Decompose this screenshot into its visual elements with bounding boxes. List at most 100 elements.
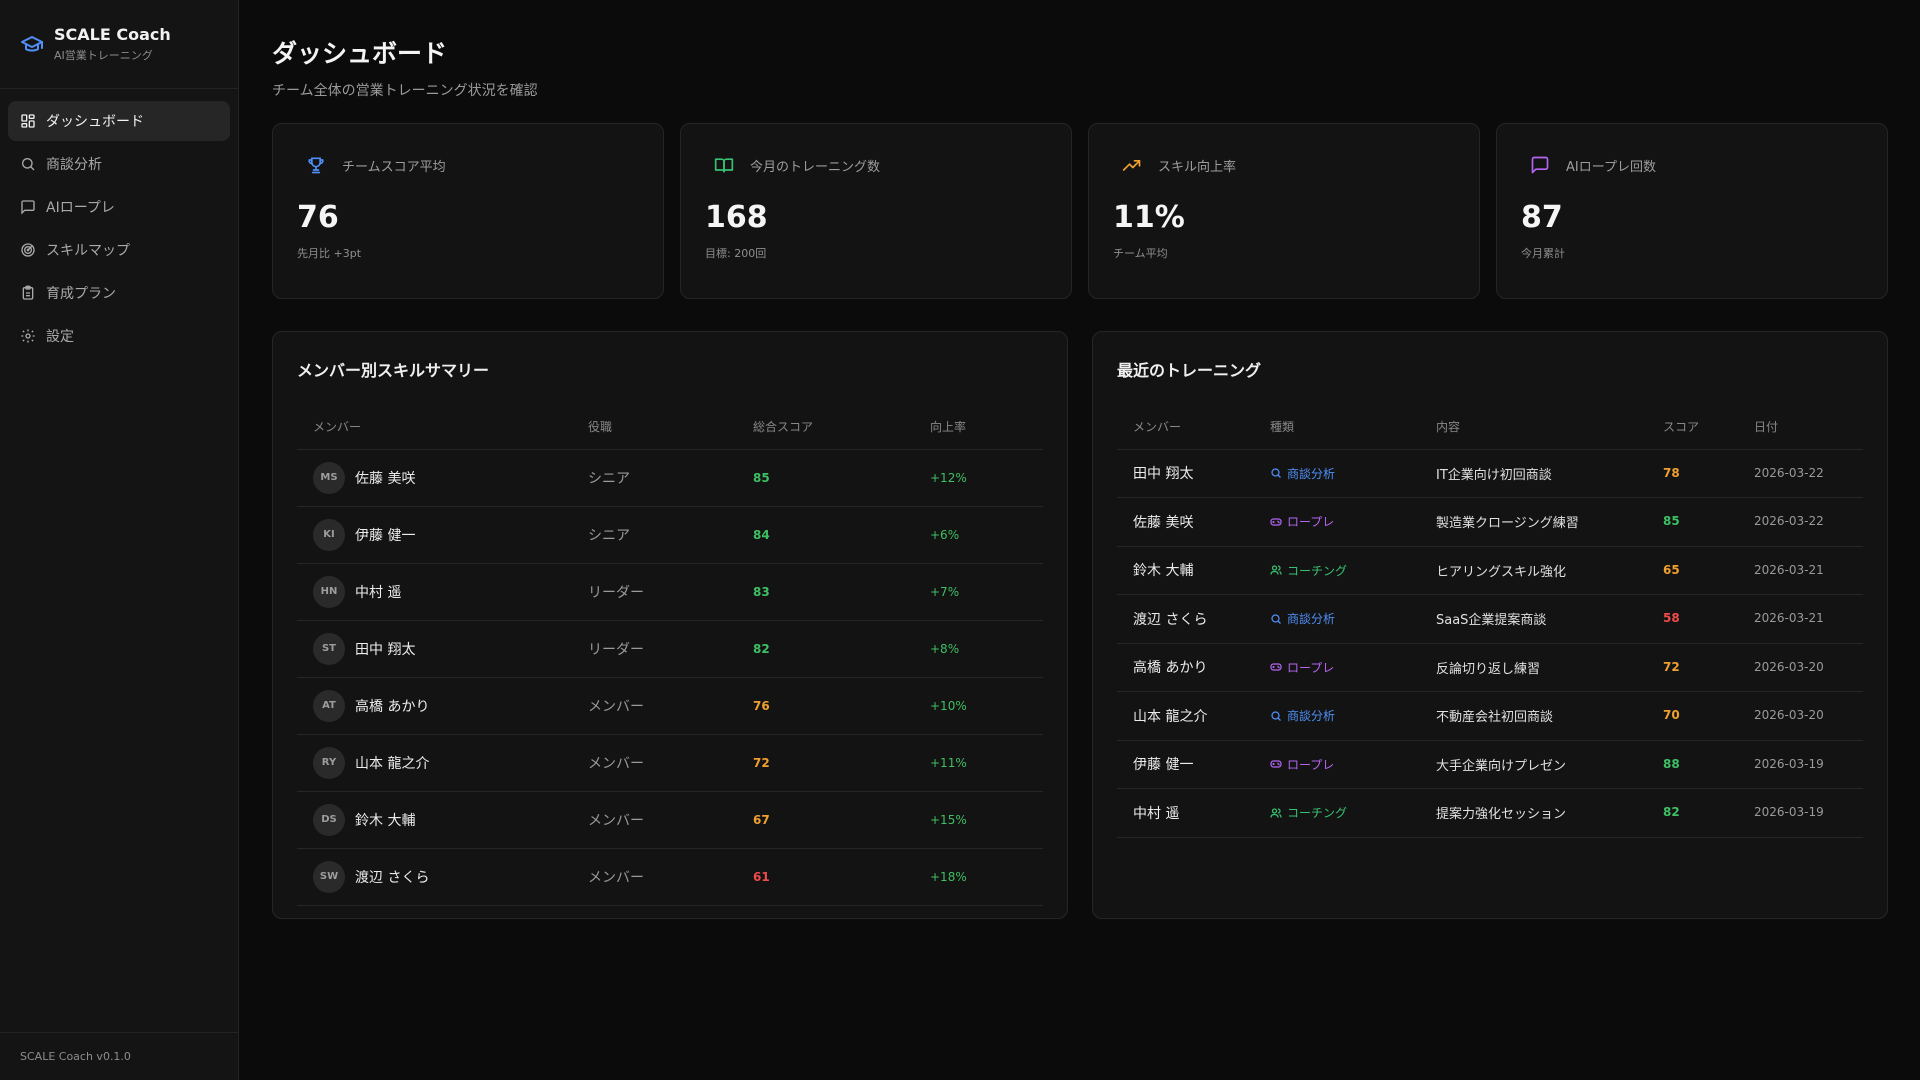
table-row[interactable]: 田中 翔太 商談分析 IT企業向け初回商談 78 2026-03-22 [1117, 449, 1863, 498]
table-row[interactable]: 中村 遥 コーチング 提案力強化セッション 82 2026-03-19 [1117, 788, 1863, 838]
stat-label: AIロープレ回数 [1566, 159, 1656, 175]
member-name: 佐藤 美咲 [1133, 514, 1194, 531]
total-score: 67 [753, 812, 770, 827]
column-header: 日付 [1738, 405, 1863, 450]
sidebar-item-label: AIロープレ [46, 200, 115, 216]
avatar: HN [313, 575, 345, 608]
stat-note: 目標: 200回 [705, 247, 767, 260]
training-score: 85 [1663, 514, 1680, 529]
training-content: 製造業クロージング練習 [1436, 516, 1579, 532]
sidebar-item-plan[interactable]: 育成プラン [8, 273, 230, 313]
table-row[interactable]: 渡辺 さくら 商談分析 SaaS企業提案商談 58 2026-03-21 [1117, 594, 1863, 644]
training-date: 2026-03-21 [1754, 611, 1824, 626]
training-type-badge: ロープレ [1270, 756, 1420, 773]
training-content: 不動産会社初回商談 [1436, 710, 1554, 726]
sidebar-item-analysis[interactable]: 商談分析 [8, 144, 230, 184]
training-content: 提案力強化セッション [1436, 807, 1567, 823]
training-date: 2026-03-22 [1754, 465, 1824, 480]
sidebar-item-skillmap[interactable]: スキルマップ [8, 230, 230, 270]
total-score: 72 [753, 755, 770, 770]
member-role: リーダー [588, 641, 644, 658]
training-type-badge: コーチング [1270, 804, 1420, 821]
table-row[interactable]: MS 佐藤 美咲 シニア 85 +12% [297, 449, 1043, 507]
stat-card-skill-growth: スキル向上率 11% チーム平均 [1088, 123, 1480, 299]
member-role: メンバー [588, 812, 644, 829]
member-name: 渡辺 さくら [355, 869, 430, 886]
member-name: 山本 龍之介 [355, 755, 430, 772]
stat-card-roleplay-count: AIロープレ回数 87 今月累計 [1496, 123, 1888, 299]
sidebar-nav: ダッシュボード 商談分析 AIロープレ スキルマップ 育成プラン 設定 [0, 89, 238, 371]
table-row[interactable]: AT 高橋 あかり メンバー 76 +10% [297, 677, 1043, 735]
message-icon [1531, 156, 1549, 174]
brand[interactable]: SCALE Coach AI営業トレーニング [0, 0, 238, 89]
column-header: 内容 [1420, 405, 1647, 450]
table-row[interactable]: HN 中村 遥 リーダー 83 +7% [297, 563, 1043, 621]
stat-label: 今月のトレーニング数 [750, 159, 881, 175]
sidebar-item-label: 商談分析 [46, 157, 102, 173]
gamepad-icon [1270, 760, 1282, 768]
member-name: 中村 遥 [1133, 805, 1180, 822]
training-score: 65 [1663, 562, 1680, 577]
stat-value: 11% [1113, 200, 1185, 235]
stats-row: チームスコア平均 76 先月比 +3pt 今月のトレーニング数 168 目標: … [272, 123, 1888, 299]
training-date: 2026-03-19 [1754, 805, 1824, 820]
training-score: 78 [1663, 465, 1680, 480]
total-score: 85 [753, 470, 770, 485]
training-content: 大手企業向けプレゼン [1436, 758, 1567, 774]
column-header: メンバー [297, 405, 572, 450]
table-row[interactable]: DS 鈴木 大輔 メンバー 67 +15% [297, 791, 1043, 849]
recent-training-table: メンバー 種類 内容 スコア 日付 田中 翔太 商談分析 IT企業向け初回商談 78 2… [1117, 405, 1863, 838]
training-type-badge: 商談分析 [1270, 707, 1420, 724]
training-type-label: 商談分析 [1287, 709, 1336, 724]
panel-title: メンバー別スキルサマリー [297, 361, 490, 380]
improvement-rate: +8% [930, 641, 960, 656]
training-type-label: コーチング [1287, 806, 1348, 821]
graduation-cap-icon [21, 36, 43, 52]
table-row[interactable]: ST 田中 翔太 リーダー 82 +8% [297, 620, 1043, 678]
table-row[interactable]: KI 伊藤 健一 シニア 84 +6% [297, 506, 1043, 564]
table-row[interactable]: 山本 龍之介 商談分析 不動産会社初回商談 70 2026-03-20 [1117, 691, 1863, 741]
sidebar-item-settings[interactable]: 設定 [8, 316, 230, 356]
column-header: 向上率 [914, 405, 1043, 450]
training-date: 2026-03-21 [1754, 562, 1824, 577]
column-header: 役職 [572, 405, 737, 450]
sidebar-item-dashboard[interactable]: ダッシュボード [8, 101, 230, 141]
member-name: 鈴木 大輔 [1133, 563, 1194, 580]
table-row[interactable]: 高橋 あかり ロープレ 反論切り返し練習 72 2026-03-20 [1117, 643, 1863, 692]
avatar: AT [313, 689, 345, 722]
search-icon [22, 158, 35, 171]
sidebar-item-roleplay[interactable]: AIロープレ [8, 187, 230, 227]
table-row[interactable]: SW 渡辺 さくら メンバー 61 +18% [297, 848, 1043, 906]
search-icon [1271, 614, 1281, 624]
recent-training-panel: 最近のトレーニング メンバー 種類 内容 スコア 日付 田中 翔太 商談分析 IT企… [1092, 331, 1888, 919]
table-row[interactable]: 伊藤 健一 ロープレ 大手企業向けプレゼン 88 2026-03-19 [1117, 740, 1863, 789]
trend-up-icon [1122, 160, 1141, 171]
training-type-label: ロープレ [1287, 660, 1335, 675]
member-name: 田中 翔太 [1133, 466, 1194, 483]
sidebar: SCALE Coach AI営業トレーニング ダッシュボード 商談分析 AIロー… [0, 0, 239, 1080]
page-title: ダッシュボード [272, 39, 448, 68]
users-icon [1270, 808, 1282, 818]
training-content: SaaS企業提案商談 [1436, 613, 1547, 629]
stat-label: チームスコア平均 [342, 159, 446, 175]
sidebar-item-label: 育成プラン [46, 286, 116, 302]
table-row[interactable]: 鈴木 大輔 コーチング ヒアリングスキル強化 65 2026-03-21 [1117, 546, 1863, 595]
table-row[interactable]: RY 山本 龍之介 メンバー 72 +11% [297, 734, 1043, 792]
gear-icon [21, 329, 35, 343]
member-role: シニア [588, 470, 630, 487]
training-type-label: コーチング [1287, 563, 1348, 578]
member-name: 山本 龍之介 [1133, 708, 1208, 725]
training-content: IT企業向け初回商談 [1436, 467, 1552, 483]
training-date: 2026-03-20 [1754, 708, 1824, 723]
member-role: メンバー [588, 755, 644, 772]
stat-value: 76 [297, 200, 339, 235]
member-name: 佐藤 美咲 [355, 470, 416, 487]
training-score: 88 [1663, 756, 1680, 771]
users-icon [1270, 565, 1282, 575]
training-type-badge: 商談分析 [1270, 465, 1420, 482]
member-name: 渡辺 さくら [1133, 611, 1208, 628]
table-row[interactable]: 佐藤 美咲 ロープレ 製造業クロージング練習 85 2026-03-22 [1117, 497, 1863, 547]
training-content: ヒアリングスキル強化 [1436, 564, 1567, 580]
stat-value: 87 [1521, 200, 1563, 235]
training-score: 58 [1663, 611, 1680, 626]
